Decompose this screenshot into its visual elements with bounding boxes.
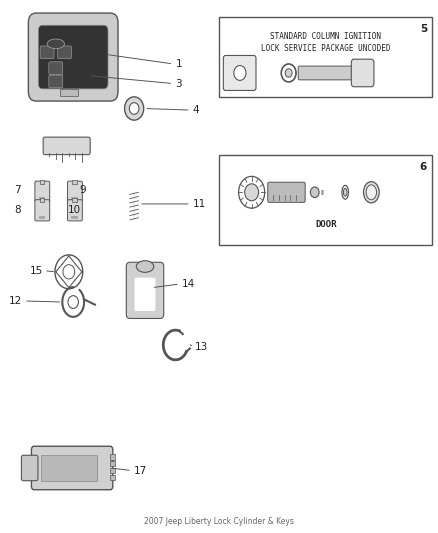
FancyBboxPatch shape bbox=[57, 46, 71, 59]
FancyBboxPatch shape bbox=[28, 13, 118, 101]
Bar bbox=[219, 17, 432, 97]
Bar bbox=[41, 455, 97, 481]
Bar bbox=[110, 454, 116, 459]
Bar bbox=[71, 216, 78, 219]
Bar bbox=[40, 198, 44, 203]
Text: 11: 11 bbox=[193, 199, 206, 209]
Circle shape bbox=[129, 103, 139, 114]
Bar bbox=[60, 90, 78, 96]
Bar bbox=[110, 475, 116, 480]
FancyBboxPatch shape bbox=[43, 137, 90, 155]
Text: 6: 6 bbox=[420, 161, 427, 172]
Text: 2007 Jeep Liberty Lock Cylinder & Keys: 2007 Jeep Liberty Lock Cylinder & Keys bbox=[144, 518, 294, 526]
Circle shape bbox=[63, 265, 75, 279]
Circle shape bbox=[285, 69, 292, 77]
Ellipse shape bbox=[136, 261, 154, 272]
FancyBboxPatch shape bbox=[223, 55, 256, 91]
FancyBboxPatch shape bbox=[35, 181, 49, 203]
Text: 3: 3 bbox=[176, 78, 182, 88]
Bar bbox=[39, 216, 45, 219]
FancyBboxPatch shape bbox=[49, 62, 63, 75]
FancyBboxPatch shape bbox=[67, 181, 82, 203]
Bar bbox=[219, 155, 432, 245]
Text: 4: 4 bbox=[193, 105, 200, 115]
Ellipse shape bbox=[342, 185, 349, 199]
Circle shape bbox=[245, 184, 258, 201]
Text: 10: 10 bbox=[68, 205, 81, 215]
FancyBboxPatch shape bbox=[35, 200, 49, 221]
Text: 9: 9 bbox=[80, 185, 86, 195]
Bar bbox=[110, 468, 116, 473]
FancyBboxPatch shape bbox=[49, 75, 63, 88]
Text: 14: 14 bbox=[182, 279, 195, 289]
Text: 5: 5 bbox=[420, 23, 427, 34]
Text: DOOR: DOOR bbox=[315, 220, 336, 229]
Text: 7: 7 bbox=[14, 185, 21, 195]
Circle shape bbox=[234, 66, 246, 80]
Text: 12: 12 bbox=[9, 296, 22, 306]
Bar bbox=[110, 461, 116, 466]
FancyBboxPatch shape bbox=[126, 262, 164, 318]
FancyBboxPatch shape bbox=[40, 46, 54, 59]
Bar bbox=[71, 197, 78, 201]
Bar bbox=[72, 198, 77, 203]
Circle shape bbox=[68, 296, 78, 309]
Text: 8: 8 bbox=[14, 205, 21, 215]
Text: 17: 17 bbox=[134, 466, 147, 475]
Circle shape bbox=[311, 187, 319, 198]
FancyBboxPatch shape bbox=[32, 446, 113, 490]
Text: 13: 13 bbox=[195, 342, 208, 352]
FancyBboxPatch shape bbox=[268, 182, 305, 203]
Text: 15: 15 bbox=[29, 266, 43, 276]
FancyBboxPatch shape bbox=[298, 66, 353, 80]
Ellipse shape bbox=[343, 188, 347, 196]
Bar bbox=[72, 180, 77, 184]
Circle shape bbox=[281, 64, 296, 82]
FancyBboxPatch shape bbox=[39, 25, 108, 89]
Ellipse shape bbox=[364, 182, 379, 203]
Text: STANDARD COLUMN IGNITION
LOCK SERVICE PACKAGE UNCODED: STANDARD COLUMN IGNITION LOCK SERVICE PA… bbox=[261, 32, 390, 53]
Text: 1: 1 bbox=[176, 59, 182, 69]
Circle shape bbox=[124, 97, 144, 120]
Bar bbox=[39, 197, 45, 201]
FancyBboxPatch shape bbox=[67, 200, 82, 221]
FancyBboxPatch shape bbox=[134, 278, 155, 311]
Ellipse shape bbox=[366, 185, 377, 200]
Ellipse shape bbox=[47, 39, 64, 49]
Bar bbox=[40, 180, 44, 184]
Text: ii: ii bbox=[321, 190, 325, 196]
FancyBboxPatch shape bbox=[21, 455, 38, 481]
FancyBboxPatch shape bbox=[351, 59, 374, 87]
